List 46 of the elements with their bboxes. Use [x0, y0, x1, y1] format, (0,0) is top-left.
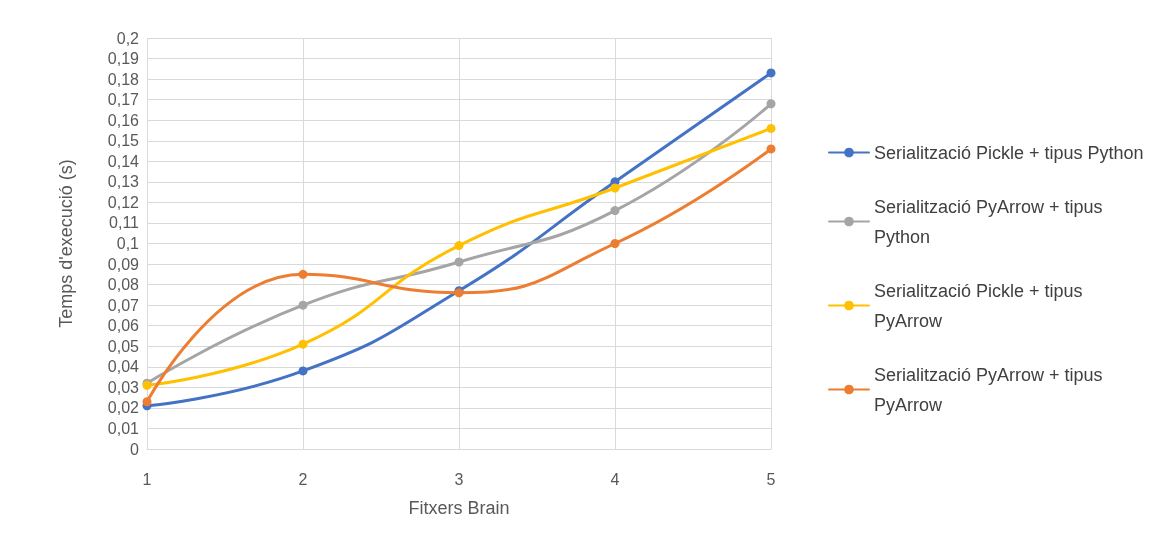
y-tick-label: 0,15 [107, 132, 140, 150]
y-tick-label: 0,1 [116, 235, 140, 252]
point [610, 206, 620, 216]
y-tick-label: 0,02 [107, 399, 140, 417]
point [766, 68, 776, 78]
x-tick-label: 3 [454, 470, 464, 488]
y-tick-label: 0,03 [107, 378, 140, 396]
point [454, 257, 464, 267]
point [766, 123, 776, 133]
y-tick-label: 0,07 [107, 296, 140, 314]
point [298, 366, 308, 376]
legend-label: Serialització Pickle + tipus PyArrow [874, 280, 1088, 331]
y-axis-title: Temps d'execució (s) [56, 159, 76, 328]
point [298, 339, 308, 349]
point [298, 300, 308, 310]
x-tick-label: 5 [766, 470, 776, 488]
y-tick-label: 0,19 [107, 50, 140, 68]
point [610, 183, 620, 193]
y-tick-label: 0,2 [116, 29, 140, 47]
point [142, 397, 152, 407]
y-tick-label: 0,09 [107, 255, 140, 273]
y-tick-label: 0,14 [107, 152, 140, 170]
x-tick-label: 2 [298, 470, 308, 488]
y-tick-label: 0,18 [107, 70, 140, 88]
y-tick-label: 0,04 [107, 358, 140, 376]
x-tick-label: 1 [142, 470, 152, 488]
point [298, 269, 308, 279]
point [766, 99, 776, 109]
y-tick-label: 0,05 [107, 337, 140, 355]
y-tick-label: 0,11 [109, 214, 140, 232]
y-tick-label: 0,06 [107, 317, 140, 335]
x-tick-label: 4 [610, 470, 620, 488]
legend-label: Serialització Pickle + tipus Python [874, 142, 1144, 163]
x-axis-title: Fitxers Brain [408, 498, 510, 518]
point [766, 144, 776, 154]
y-tick-label: 0,16 [107, 111, 140, 129]
legend-label: Serialització PyArrow + tipus Python [874, 196, 1108, 247]
point [454, 241, 464, 251]
y-tick-label: 0,17 [107, 91, 140, 109]
point [610, 239, 620, 248]
y-tick-label: 0,13 [107, 173, 140, 191]
y-tick-label: 0,01 [107, 419, 140, 437]
y-tick-label: 0 [130, 440, 140, 458]
y-tick-label: 0,08 [107, 276, 140, 294]
legend-label: Serialització PyArrow + tipus PyArrow [874, 364, 1108, 415]
y-tick-label: 0,12 [107, 193, 140, 211]
